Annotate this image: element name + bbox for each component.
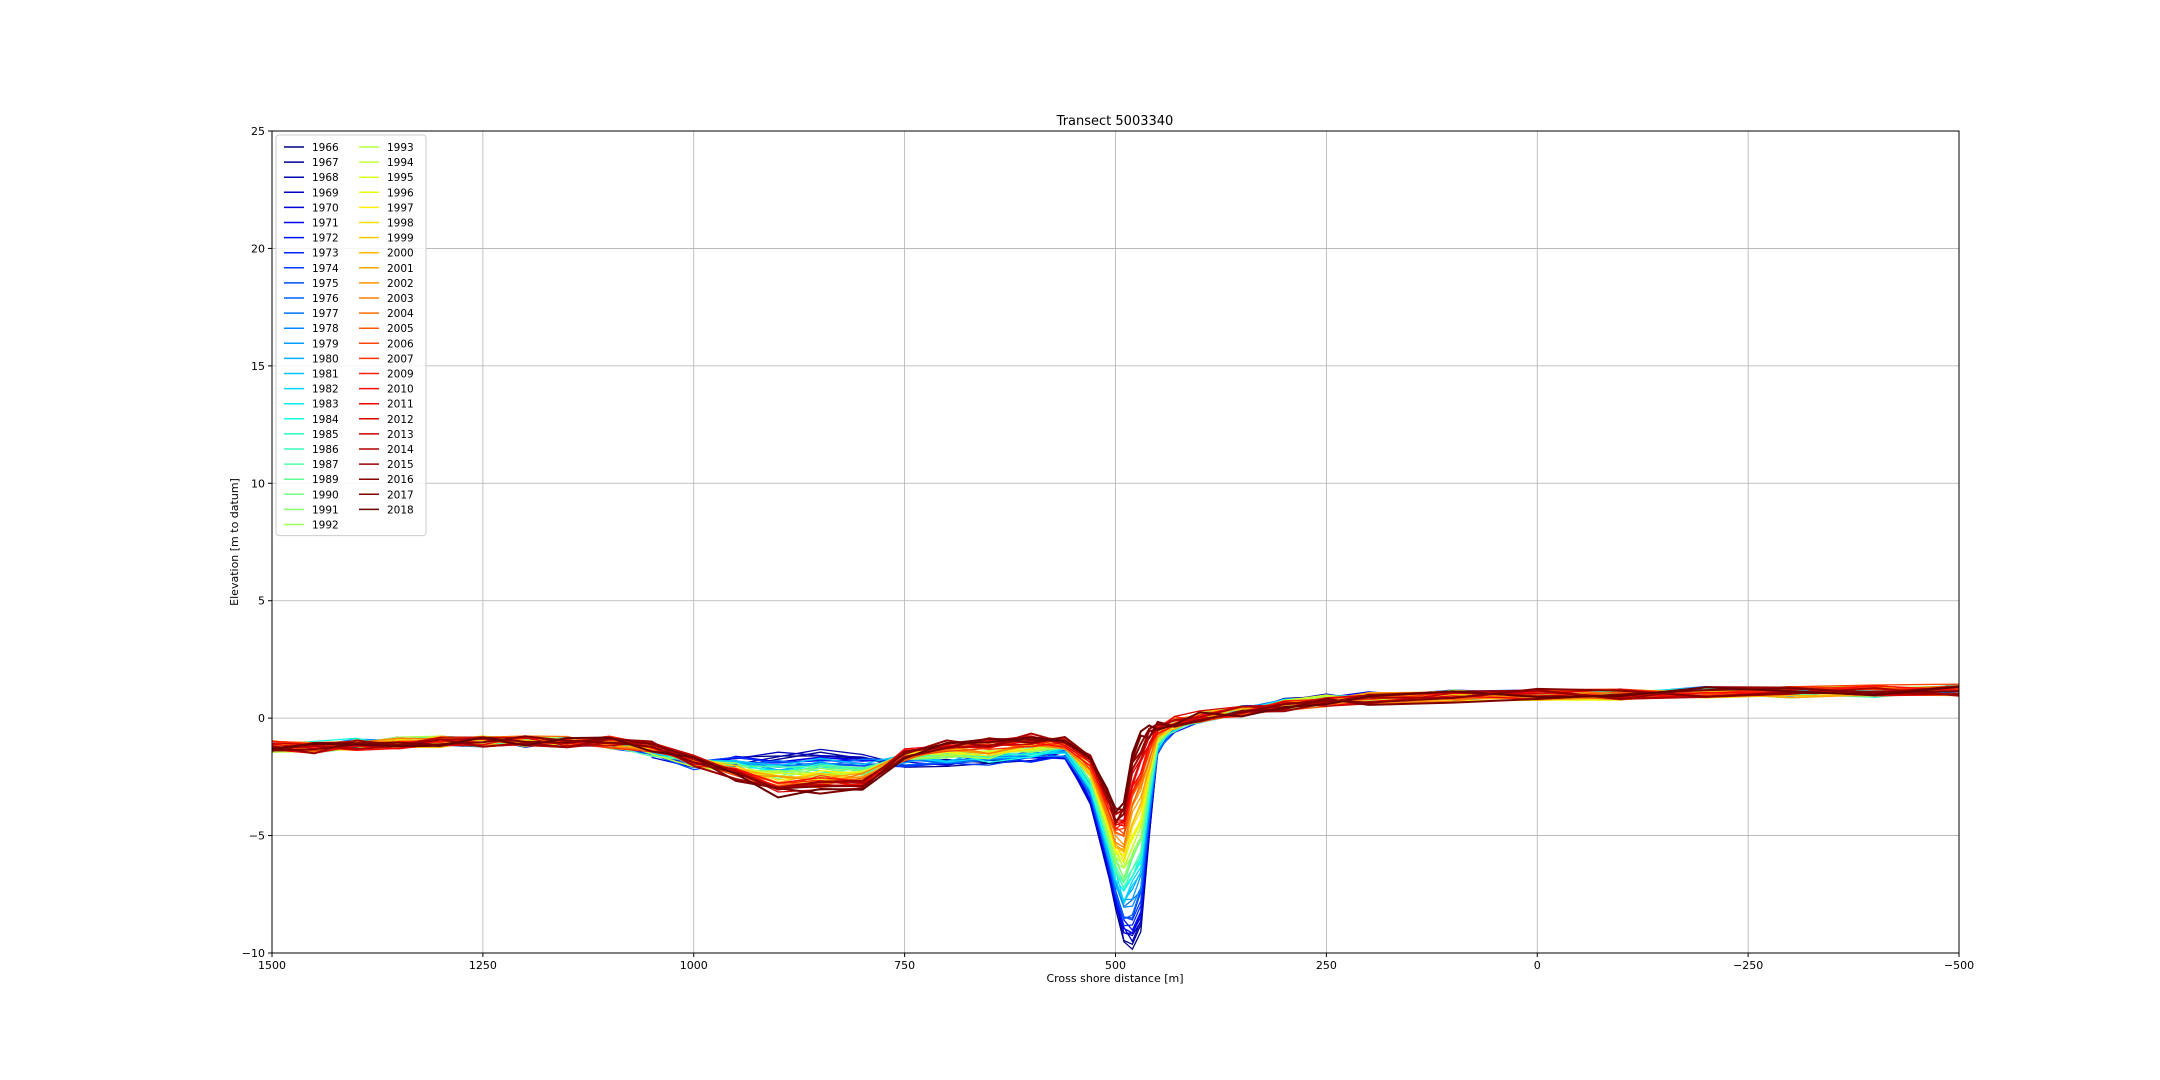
legend-label: 2011: [387, 399, 414, 411]
legend-label: 1967: [312, 157, 339, 169]
legend-label: 1976: [312, 293, 339, 305]
series-line-2018: [271, 685, 1960, 815]
legend-label: 1977: [312, 308, 339, 320]
legend-label: 1989: [312, 474, 339, 486]
chart-title: Transect 5003340: [1056, 114, 1174, 129]
legend-label: 1981: [312, 369, 339, 381]
x-tick-label: 250: [1316, 959, 1337, 972]
x-tick-label: −250: [1733, 959, 1763, 972]
y-tick-label: 0: [258, 712, 265, 725]
legend-label: 1996: [387, 187, 414, 199]
legend-label: 1994: [387, 157, 414, 169]
legend-label: 1999: [387, 233, 414, 245]
legend-label: 1979: [312, 338, 339, 350]
legend-label: 2010: [387, 384, 414, 396]
legend-label: 2007: [387, 353, 414, 365]
legend-label: 1975: [312, 278, 339, 290]
legend: 1966 1967 1968 1969 1970 1971 1972 1973 1974 1975…: [275, 134, 427, 537]
series-line-1996: [271, 691, 1622, 858]
legend-label: 1980: [312, 353, 339, 365]
legend-label: 1991: [312, 504, 339, 516]
series-line-1969: [271, 688, 1622, 943]
legend-label: 1992: [312, 520, 339, 532]
x-tick-label: 750: [894, 959, 915, 972]
legend-label: 1973: [312, 248, 339, 260]
series-line-1970: [651, 686, 1960, 934]
legend-label: 1993: [387, 142, 414, 154]
y-axis-ticks: −10 −5 0 5 10 15 20 25: [242, 125, 272, 960]
legend-label: 2000: [387, 248, 414, 260]
legend-label: 1968: [312, 172, 339, 184]
legend-box: [275, 134, 427, 537]
series-line-1980: [651, 687, 1960, 902]
y-tick-label: 10: [251, 477, 265, 490]
legend-label: 2012: [387, 414, 414, 426]
legend-label: 1978: [312, 323, 339, 335]
legend-label: 1969: [312, 187, 339, 199]
x-tick-label: 500: [1105, 959, 1126, 972]
legend-label: 2006: [387, 338, 414, 350]
legend-label: 1966: [312, 142, 339, 154]
series-line-1981: [271, 690, 1622, 906]
series-line-1994: [271, 693, 1622, 870]
series-line-1975: [271, 689, 1622, 919]
series-line-1973: [651, 688, 1622, 927]
legend-label: 1971: [312, 218, 339, 230]
series-line-1987: [271, 694, 1622, 884]
y-tick-label: 15: [251, 360, 265, 373]
x-tick-label: −500: [1944, 959, 1974, 972]
x-axis-label: Cross shore distance [m]: [1046, 972, 1183, 985]
series-line-1992: [271, 688, 1622, 869]
y-tick-label: −5: [249, 830, 265, 843]
series-line-1982: [651, 686, 1960, 905]
legend-label: 1972: [312, 233, 339, 245]
legend-label: 2016: [387, 474, 414, 486]
legend-label: 1983: [312, 399, 339, 411]
legend-label: 2005: [387, 323, 414, 335]
legend-label: 1990: [312, 489, 339, 501]
legend-label: 1984: [312, 414, 339, 426]
legend-label: 2009: [387, 369, 414, 381]
legend-label: 2004: [387, 308, 414, 320]
legend-label: 2018: [387, 504, 414, 516]
legend-label: 2017: [387, 489, 414, 501]
legend-label: 2003: [387, 293, 414, 305]
legend-label: 1997: [387, 202, 414, 214]
legend-label: 1970: [312, 202, 339, 214]
legend-label: 2002: [387, 278, 414, 290]
y-axis-label: Elevation [m to datum]: [228, 478, 241, 606]
legend-label: 1987: [312, 459, 339, 471]
y-tick-label: 5: [258, 595, 265, 608]
series-line-1976: [651, 685, 1960, 921]
legend-label: 1974: [312, 263, 339, 275]
legend-label: 2015: [387, 459, 414, 471]
legend-label: 1998: [387, 218, 414, 230]
legend-label: 2001: [387, 263, 414, 275]
y-tick-label: −10: [242, 947, 265, 960]
legend-label: 1995: [387, 172, 414, 184]
y-tick-label: 25: [251, 125, 265, 138]
x-tick-label: 0: [1534, 959, 1541, 972]
legend-label: 1985: [312, 429, 339, 441]
x-tick-label: 1500: [258, 959, 286, 972]
x-axis-ticks: 1500 1250 1000 750 500 250 0 −250 −500: [258, 953, 1974, 972]
legend-label: 2014: [387, 444, 414, 456]
y-tick-label: 20: [251, 242, 265, 255]
legend-label: 2013: [387, 429, 414, 441]
series-line-1974: [651, 686, 1960, 921]
x-tick-label: 1000: [680, 959, 708, 972]
legend-label: 1986: [312, 444, 339, 456]
legend-label: 1982: [312, 384, 339, 396]
series-lines: [271, 683, 1960, 951]
x-tick-label: 1250: [469, 959, 497, 972]
series-line-1968: [651, 683, 1960, 937]
